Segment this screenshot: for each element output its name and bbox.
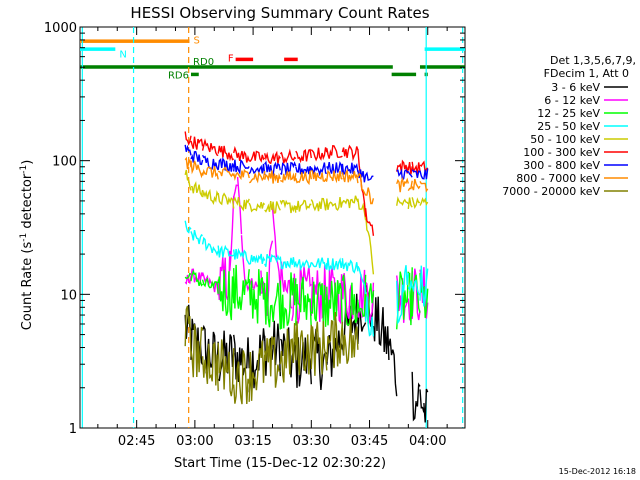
x-tick-label-0: 02:45 (118, 434, 155, 449)
legend-label-7: 800 - 7000 keV (516, 172, 600, 185)
flag-rd6-label: RD6 (168, 71, 189, 82)
legend: Det 1,3,5,6,7,9, FDecim 1, Att 0 3 - 6 k… (502, 54, 636, 198)
series-7000-20000-keV (184, 305, 359, 405)
legend-label-2: 12 - 25 keV (537, 107, 600, 120)
legend-header-line-2: FDecim 1, Att 0 (544, 67, 629, 80)
x-tick-label-3: 03:30 (293, 434, 330, 449)
flag-n-bar-0 (80, 47, 116, 51)
series-12-25-keV-line (184, 264, 429, 333)
legend-label-6: 300 - 800 keV (523, 159, 600, 172)
flag-n-label: N (119, 49, 126, 60)
series-25-50-keV (184, 220, 429, 337)
flag-layer: S N F RD0 RD6 (80, 35, 465, 82)
flag-f-bar-1 (284, 57, 298, 62)
flag-n-bar-1 (424, 47, 465, 51)
legend-label-8: 7000 - 20000 keV (502, 185, 600, 198)
flag-rd0-bar-1 (419, 65, 465, 69)
legend-label-3: 25 - 50 keV (537, 120, 600, 133)
x-axis-label: Start Time (15-Dec-12 02:30:22) (174, 456, 386, 471)
flag-s-bar-0 (80, 39, 190, 43)
series-25-50-keV-line (184, 220, 429, 337)
y-tick-label-3: 1000 (44, 21, 77, 36)
y-tick-label-2: 100 (52, 155, 77, 170)
axis-layer: 1 10 100 1000 02:45 03:00 03:15 03:30 03:45 04:00 (44, 21, 465, 449)
y-axis-label-mid: detector (20, 173, 35, 233)
x-tick-label-4: 03:45 (351, 434, 388, 449)
x-tick-label-2: 03:15 (234, 434, 271, 449)
timestamp: 15-Dec-2012 16:18 (559, 467, 636, 476)
legend-label-0: 3 - 6 keV (551, 81, 600, 94)
series-50-100-keV-line (184, 169, 429, 275)
flag-s-label: S (193, 35, 199, 46)
legend-label-5: 100 - 300 keV (523, 146, 600, 159)
legend-label-4: 50 - 100 keV (530, 133, 600, 146)
series-50-100-keV (184, 169, 429, 275)
flag-f-bar-0 (235, 57, 254, 62)
chart-title: HESSI Observing Summary Count Rates (130, 4, 429, 22)
legend-header-line-1: Det 1,3,5,6,7,9, (550, 54, 636, 67)
y-axis-label-sup2: -1 (19, 165, 29, 174)
legend-label-1: 6 - 12 keV (544, 94, 600, 107)
series-800-7000-keV-line (184, 156, 429, 205)
flag-rd0-bar-0 (80, 65, 393, 69)
x-tick-label-1: 03:00 (176, 434, 213, 449)
y-axis-label-main: Count Rate (s (20, 242, 35, 331)
x-tick-label-5: 04:00 (409, 434, 446, 449)
series-layer (184, 131, 429, 423)
series-7000-20000-keV-line (184, 305, 359, 405)
y-tick-label-1: 10 (60, 288, 77, 303)
flag-f-label: F (228, 54, 234, 65)
y-axis-label-end: ) (20, 160, 35, 165)
y-axis-label: Count Rate (s-1 detector-1) (19, 160, 35, 331)
y-tick-label-0: 1 (69, 422, 77, 437)
flag-rd0-label: RD0 (193, 57, 214, 68)
flag-rd6-bar-0 (190, 72, 199, 77)
series-12-25-keV (184, 264, 429, 333)
y-axis-label-sup1: -1 (19, 233, 29, 242)
series-800-7000-keV (184, 156, 429, 205)
vline-layer (81, 27, 464, 428)
flag-rd6-bar-1 (391, 72, 417, 77)
